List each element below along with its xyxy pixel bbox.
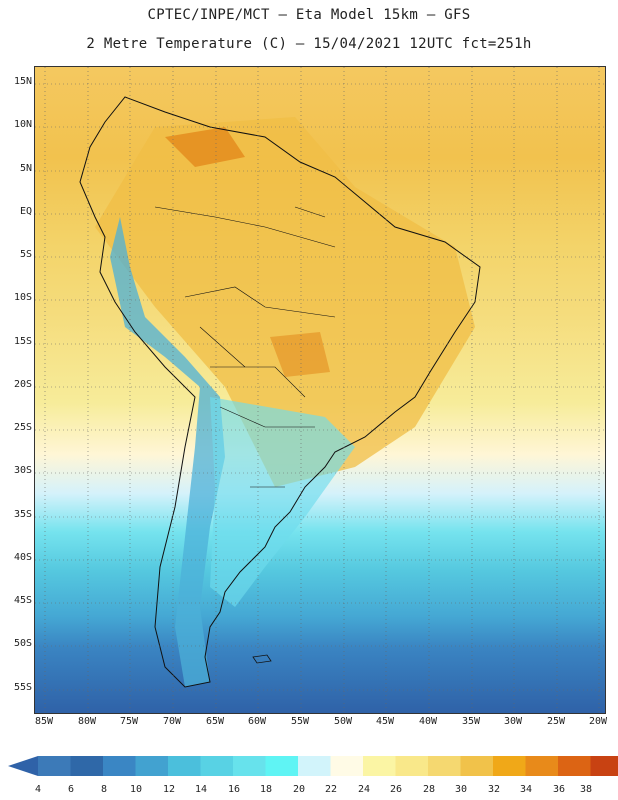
- lat-label: 55S: [13, 682, 32, 693]
- colorbar-segment: [590, 756, 618, 776]
- colorbar-label: 14: [194, 784, 208, 795]
- lat-label: 30S: [13, 465, 32, 476]
- colorbar-label: 10: [129, 784, 143, 795]
- lon-label: 70W: [162, 716, 182, 727]
- cool-southern-cone: [210, 397, 355, 607]
- colorbar-label: 30: [454, 784, 468, 795]
- colorbar-segment: [493, 756, 526, 776]
- colorbar-label: 12: [162, 784, 176, 795]
- lon-label: 75W: [119, 716, 139, 727]
- map-canvas: [35, 67, 605, 713]
- colorbar-label: 36: [552, 784, 566, 795]
- lat-label: 5S: [19, 249, 32, 260]
- colorbar-segment: [70, 756, 103, 776]
- colorbar-label: 28: [422, 784, 436, 795]
- lon-label: 85W: [34, 716, 54, 727]
- colorbar-segment: [460, 756, 493, 776]
- lon-label: 35W: [461, 716, 481, 727]
- colorbar-label: 34: [519, 784, 533, 795]
- colorbar-segment: [525, 756, 558, 776]
- lon-label: 50W: [333, 716, 353, 727]
- lat-label: 45S: [13, 595, 32, 606]
- colorbar-segment: [168, 756, 201, 776]
- south-america-outline: [79, 96, 481, 688]
- country-borders: [154, 206, 336, 488]
- colorbar-low-arrow: [8, 756, 38, 776]
- map-title-line2: 2 Metre Temperature (C) – 15/04/2021 12U…: [86, 36, 532, 52]
- temperature-map: [34, 66, 606, 714]
- colorbar-label: 20: [292, 784, 306, 795]
- colorbar-segment: [428, 756, 461, 776]
- colorbar-label: 24: [357, 784, 371, 795]
- lon-label: 30W: [503, 716, 523, 727]
- colorbar-segment: [200, 756, 233, 776]
- falkland-islands: [252, 654, 272, 664]
- lon-label: 60W: [247, 716, 267, 727]
- colorbar-segment: [103, 756, 136, 776]
- colorbar-label: 4: [34, 784, 42, 795]
- lon-label: 45W: [375, 716, 395, 727]
- colorbar-label: 16: [227, 784, 241, 795]
- lon-label: 80W: [77, 716, 97, 727]
- colorbar: [8, 756, 618, 776]
- colorbar-segment: [298, 756, 331, 776]
- lat-label: 50S: [13, 638, 32, 649]
- lat-label: 15S: [13, 336, 32, 347]
- colorbar-label: 38: [579, 784, 593, 795]
- map-title-line1: CPTEC/INPE/MCT – Eta Model 15km – GFS: [147, 7, 471, 23]
- lat-label: 35S: [13, 509, 32, 520]
- hot-spot-mato-grosso: [270, 332, 330, 377]
- colorbar-segment: [330, 756, 363, 776]
- colorbar-segment: [233, 756, 266, 776]
- lat-label: EQ: [19, 206, 32, 217]
- lat-label: 15N: [13, 76, 32, 87]
- lat-label: 20S: [13, 379, 32, 390]
- colorbar-segment: [38, 756, 71, 776]
- lon-label: 40W: [418, 716, 438, 727]
- lat-label: 5N: [19, 163, 32, 174]
- lat-label: 40S: [13, 552, 32, 563]
- colorbar-label: 8: [100, 784, 108, 795]
- colorbar-label: 32: [487, 784, 501, 795]
- map-grid: [35, 67, 605, 713]
- colorbar-label: 26: [389, 784, 403, 795]
- colorbar-segment: [265, 756, 298, 776]
- lon-label: 25W: [546, 716, 566, 727]
- colorbar-segment: [395, 756, 428, 776]
- colorbar-label: 18: [259, 784, 273, 795]
- colorbar-segment: [135, 756, 168, 776]
- lat-label: 25S: [13, 422, 32, 433]
- colorbar-label: 22: [324, 784, 338, 795]
- hot-spot-venezuela: [165, 127, 245, 167]
- lon-label: 65W: [205, 716, 225, 727]
- colorbar-segment: [363, 756, 396, 776]
- lon-label: 20W: [588, 716, 608, 727]
- colorbar-segment: [558, 756, 591, 776]
- lon-label: 55W: [290, 716, 310, 727]
- lat-label: 10S: [13, 292, 32, 303]
- lat-label: 10N: [13, 119, 32, 130]
- cold-andes-band: [110, 217, 225, 687]
- warm-land-field: [95, 117, 475, 487]
- colorbar-label: 6: [67, 784, 75, 795]
